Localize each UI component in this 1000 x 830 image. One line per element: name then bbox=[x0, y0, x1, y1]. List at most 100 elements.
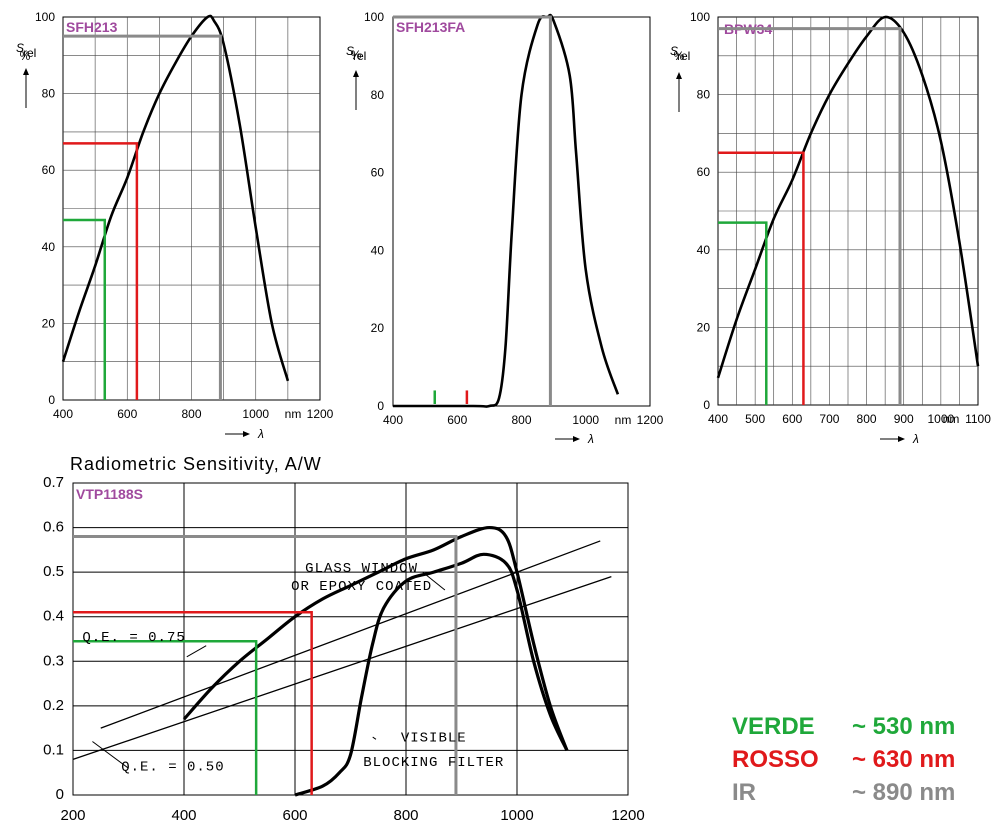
y-axis-label: S bbox=[346, 44, 354, 58]
x-tick-label: 800 bbox=[857, 412, 877, 426]
x-tick-label: 1000 bbox=[928, 412, 955, 426]
x-tick-label: 800 bbox=[181, 407, 201, 421]
marker-red-line bbox=[73, 611, 313, 795]
y-axis-label: S bbox=[16, 41, 24, 55]
x-tick-label: 600 bbox=[782, 412, 802, 426]
x-axis-arrowhead bbox=[243, 431, 250, 437]
chart-name-tag: SFH213FA bbox=[396, 19, 465, 35]
x-axis-arrowhead bbox=[898, 436, 905, 442]
annotation-label: Q.E. = 0.50 bbox=[121, 759, 224, 775]
annotation-leader bbox=[92, 741, 129, 769]
x-tick-label: 400 bbox=[171, 807, 196, 824]
series-line-0 bbox=[716, 15, 980, 379]
y-tick-label: 20 bbox=[697, 320, 711, 334]
wavelength-legend: VERDE ~ 530 nm ROSSO ~ 630 nm IR ~ 890 n… bbox=[732, 713, 955, 806]
y-tick-label: 0.5 bbox=[43, 563, 64, 580]
x-axis-symbol: λ bbox=[257, 427, 264, 441]
legend-rosso-value: ~ 630 nm bbox=[852, 746, 955, 773]
y-tick-label: 0 bbox=[56, 786, 64, 803]
marker-red-line bbox=[718, 151, 805, 405]
y-axis-label-sub: rel bbox=[677, 49, 690, 63]
annotation-label: GLASS WINDOW bbox=[305, 561, 418, 577]
x-tick-label: 800 bbox=[511, 413, 531, 427]
x-tick-label: 1200 bbox=[637, 413, 664, 427]
annotation-label: BLOCKING FILTER bbox=[363, 755, 504, 771]
x-tick-label: 600 bbox=[117, 407, 137, 421]
x-tick-label: 600 bbox=[282, 807, 307, 824]
y-tick-label: 0.1 bbox=[43, 741, 64, 758]
y-tick-label: 80 bbox=[371, 88, 385, 102]
legend-verde-value: ~ 530 nm bbox=[852, 713, 955, 740]
annotation-leader bbox=[372, 736, 377, 740]
chart-title: Radiometric Sensitivity, A/W bbox=[70, 454, 322, 474]
y-tick-label: 100 bbox=[364, 10, 384, 24]
y-axis-arrowhead bbox=[676, 72, 682, 79]
marker-green-line bbox=[63, 218, 107, 400]
x-tick-label: 400 bbox=[383, 413, 403, 427]
legend-verde-name: VERDE bbox=[732, 713, 815, 740]
y-tick-label: 40 bbox=[371, 243, 385, 257]
x-tick-label: 800 bbox=[393, 807, 418, 824]
y-tick-label: 100 bbox=[690, 10, 710, 24]
x-axis-symbol: λ bbox=[587, 432, 594, 446]
y-tick-label: 80 bbox=[697, 88, 711, 102]
annotation-label: OR EPOXY COATED bbox=[291, 579, 432, 595]
y-tick-label: 40 bbox=[42, 240, 56, 254]
vtp1188s-chart: Radiometric Sensitivity, A/W 200 400 600 80… bbox=[43, 454, 645, 824]
y-tick-label: 0.2 bbox=[43, 697, 64, 714]
y-tick-label: 0 bbox=[703, 398, 710, 412]
x-axis-unit: nm bbox=[285, 407, 302, 421]
x-tick-label: 1200 bbox=[611, 807, 644, 824]
y-axis-arrowhead bbox=[23, 68, 29, 75]
y-tick-label: 0.3 bbox=[43, 652, 64, 669]
marker-gray-line bbox=[718, 27, 902, 405]
y-tick-label: 60 bbox=[697, 165, 711, 179]
x-axis-unit: nm bbox=[943, 412, 960, 426]
annotation-leader bbox=[422, 571, 446, 591]
marker-gray-line bbox=[63, 34, 222, 400]
legend-ir-value: ~ 890 nm bbox=[852, 779, 955, 806]
x-axis-arrowhead bbox=[573, 436, 580, 442]
plot-frame bbox=[72, 482, 629, 796]
x-tick-label: 1100 bbox=[965, 412, 991, 426]
y-tick-label: 60 bbox=[42, 163, 56, 177]
y-axis-unit: % bbox=[674, 49, 685, 63]
x-tick-label: 1200 bbox=[307, 407, 334, 421]
x-axis-unit: nm bbox=[615, 413, 632, 427]
y-axis-unit: % bbox=[20, 49, 31, 63]
y-axis-label-sub: rel bbox=[353, 49, 366, 63]
plot-frame bbox=[392, 16, 651, 407]
chart-name-tag: SFH213 bbox=[66, 19, 118, 35]
x-axis-symbol: λ bbox=[912, 432, 919, 446]
legend-ir-name: IR bbox=[732, 779, 756, 806]
x-tick-label: 1000 bbox=[242, 407, 269, 421]
marker-gray-line bbox=[73, 534, 458, 795]
y-tick-label: 0.4 bbox=[43, 608, 64, 625]
series-line-0 bbox=[393, 13, 620, 408]
annotation-leader bbox=[186, 645, 207, 658]
x-tick-label: 700 bbox=[819, 412, 839, 426]
series-line-2 bbox=[100, 540, 601, 729]
y-axis-label: S bbox=[670, 44, 678, 58]
marker-gray-line bbox=[393, 15, 552, 406]
marker-green-line bbox=[73, 639, 258, 795]
x-tick-label: 600 bbox=[447, 413, 467, 427]
x-tick-label: 500 bbox=[745, 412, 765, 426]
series-line-0 bbox=[61, 14, 290, 382]
marker-green-line bbox=[718, 221, 768, 405]
y-tick-label: 100 bbox=[35, 10, 55, 24]
y-axis-unit: % bbox=[351, 48, 362, 62]
x-tick-label: 400 bbox=[53, 407, 73, 421]
y-tick-label: 20 bbox=[371, 321, 385, 335]
y-tick-label: 20 bbox=[42, 316, 56, 330]
annotation-label: Q.E. = 0.75 bbox=[82, 630, 185, 646]
x-tick-label: 1000 bbox=[572, 413, 599, 427]
y-tick-label: 0.6 bbox=[43, 519, 64, 536]
y-tick-label: 60 bbox=[371, 166, 385, 180]
chart-name-tag: VTP1188S bbox=[76, 486, 143, 502]
y-axis-label-sub: rel bbox=[23, 46, 36, 60]
y-axis-arrowhead bbox=[353, 70, 359, 77]
